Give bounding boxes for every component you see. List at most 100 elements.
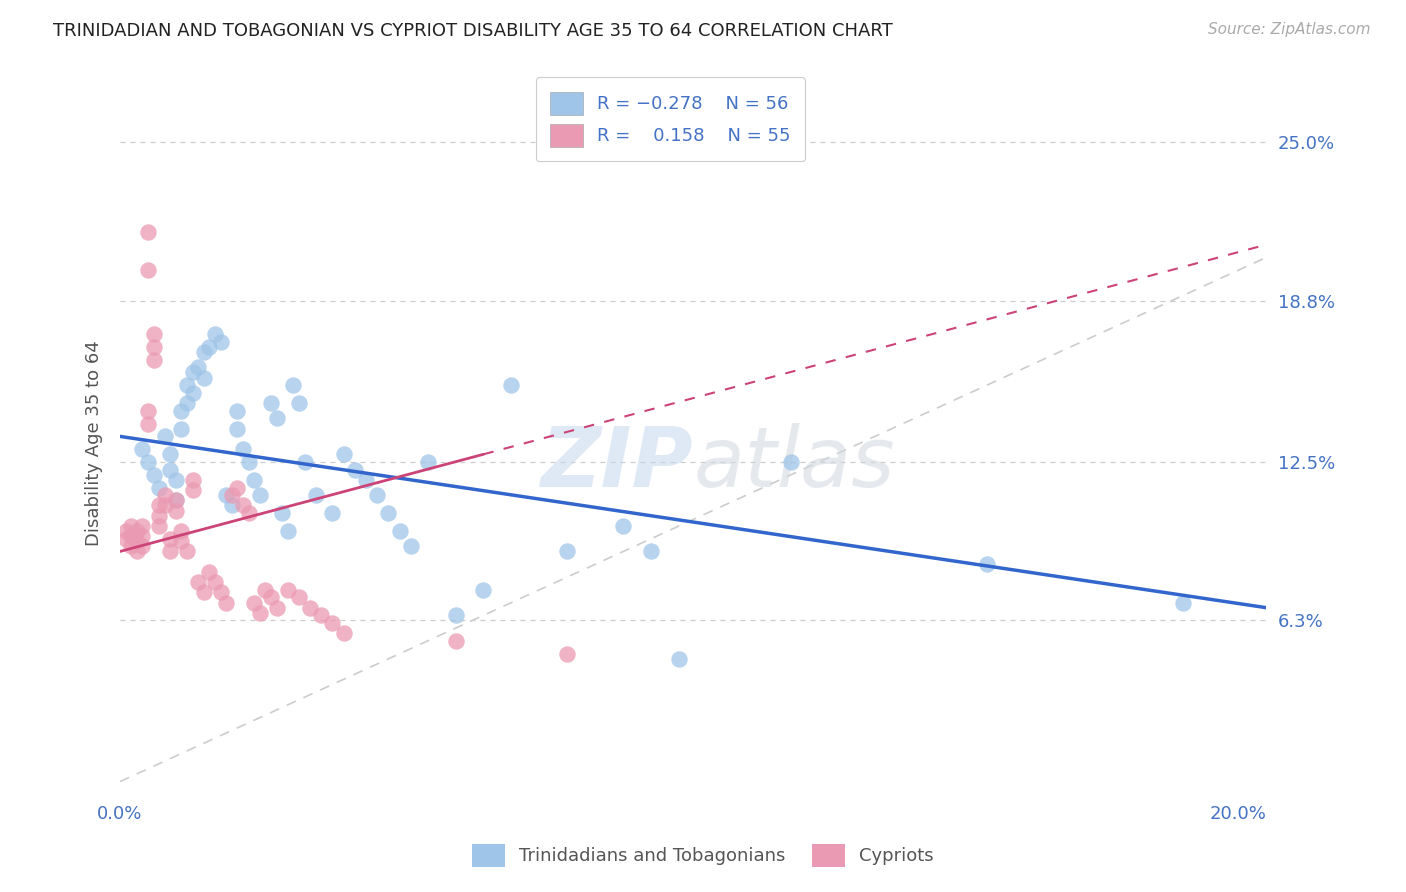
Point [114, 532, 136, 546]
Point [125, 524, 148, 538]
Point [343, 462, 366, 476]
Point [159, 532, 181, 546]
Point [170, 404, 193, 418]
Point [142, 467, 165, 482]
Point [332, 447, 354, 461]
Point [388, 524, 411, 538]
Point [170, 524, 193, 538]
Point [321, 615, 343, 630]
Point [266, 600, 288, 615]
Point [193, 585, 215, 599]
Point [193, 370, 215, 384]
Point [181, 385, 204, 400]
Point [472, 582, 495, 597]
Point [209, 585, 232, 599]
Point [136, 263, 159, 277]
Point [136, 417, 159, 431]
Point [131, 442, 153, 457]
Point [221, 499, 243, 513]
Point [294, 455, 316, 469]
Point [260, 396, 283, 410]
Point [249, 488, 271, 502]
Point [215, 596, 238, 610]
Point [311, 608, 333, 623]
Point [283, 378, 305, 392]
Point [204, 327, 226, 342]
Point [165, 493, 187, 508]
Text: Source: ZipAtlas.com: Source: ZipAtlas.com [1208, 22, 1371, 37]
Point [288, 591, 311, 605]
Point [243, 473, 266, 487]
Point [366, 488, 388, 502]
Point [159, 462, 181, 476]
Point [153, 499, 176, 513]
Point [238, 455, 260, 469]
Point [332, 626, 354, 640]
Point [159, 544, 181, 558]
Point [640, 544, 662, 558]
Point [501, 378, 523, 392]
Point [226, 481, 249, 495]
Point [226, 404, 249, 418]
Point [148, 519, 170, 533]
Point [148, 508, 170, 523]
Legend: Trinidadians and Tobagonians, Cypriots: Trinidadians and Tobagonians, Cypriots [465, 837, 941, 874]
Point [131, 529, 153, 543]
Legend: R = −0.278    N = 56, R =    0.158    N = 55: R = −0.278 N = 56, R = 0.158 N = 55 [536, 77, 804, 161]
Point [260, 591, 283, 605]
Text: atlas: atlas [693, 424, 894, 504]
Point [125, 544, 148, 558]
Text: ZIP: ZIP [540, 424, 693, 504]
Point [321, 506, 343, 520]
Point [125, 534, 148, 549]
Point [120, 529, 142, 543]
Point [136, 455, 159, 469]
Point [193, 345, 215, 359]
Point [254, 582, 277, 597]
Point [159, 447, 181, 461]
Point [444, 634, 467, 648]
Point [170, 422, 193, 436]
Point [209, 334, 232, 349]
Point [226, 422, 249, 436]
Point [271, 506, 294, 520]
Point [416, 455, 439, 469]
Point [142, 327, 165, 342]
Point [148, 499, 170, 513]
Point [176, 544, 198, 558]
Point [399, 539, 422, 553]
Point [187, 575, 209, 590]
Point [668, 652, 690, 666]
Point [288, 396, 311, 410]
Point [142, 340, 165, 354]
Point [243, 596, 266, 610]
Point [181, 473, 204, 487]
Point [136, 404, 159, 418]
Point [120, 539, 142, 553]
Point [1171, 596, 1194, 610]
Point [120, 519, 142, 533]
Point [181, 366, 204, 380]
Text: TRINIDADIAN AND TOBAGONIAN VS CYPRIOT DISABILITY AGE 35 TO 64 CORRELATION CHART: TRINIDADIAN AND TOBAGONIAN VS CYPRIOT DI… [53, 22, 893, 40]
Point [557, 647, 579, 661]
Point [153, 488, 176, 502]
Point [277, 524, 299, 538]
Point [198, 340, 221, 354]
Point [204, 575, 226, 590]
Point [354, 473, 377, 487]
Point [780, 455, 803, 469]
Point [181, 483, 204, 497]
Point [221, 488, 243, 502]
Y-axis label: Disability Age 35 to 64: Disability Age 35 to 64 [86, 340, 103, 546]
Point [142, 352, 165, 367]
Point [131, 539, 153, 553]
Point [136, 225, 159, 239]
Point [131, 519, 153, 533]
Point [299, 600, 322, 615]
Point [266, 411, 288, 425]
Point [305, 488, 328, 502]
Point [377, 506, 399, 520]
Point [277, 582, 299, 597]
Point [114, 524, 136, 538]
Point [165, 493, 187, 508]
